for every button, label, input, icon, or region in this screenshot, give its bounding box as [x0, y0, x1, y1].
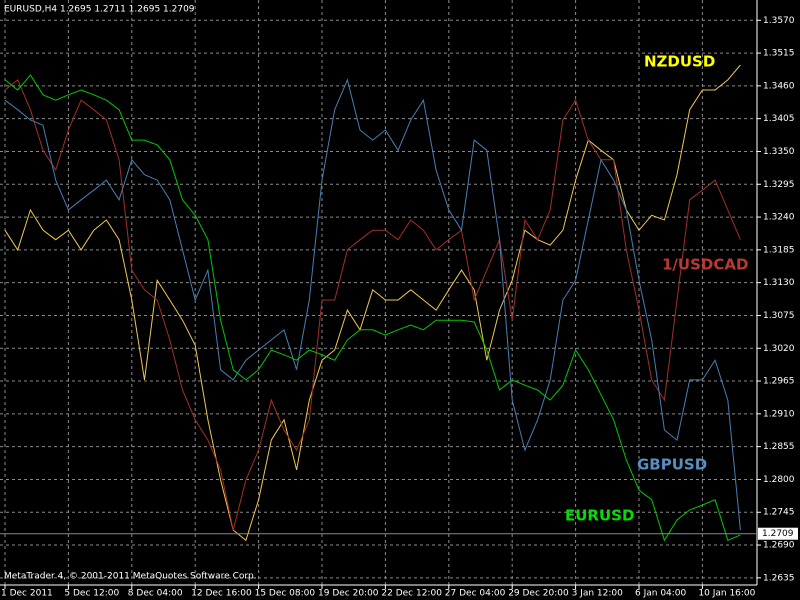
y-tick-label: 1.3350	[763, 147, 795, 157]
x-tick-label: 15 Dec 08:00	[255, 589, 316, 599]
series-line	[4, 64, 741, 542]
x-tick-label: 19 Dec 20:00	[318, 589, 379, 599]
series-name: NZDUSD	[644, 53, 715, 71]
y-tick-label: 1.3570	[763, 16, 795, 26]
y-tick-label: 1.3020	[763, 344, 795, 354]
y-tick-label: 1.3405	[763, 114, 795, 124]
x-tick-label: 8 Dec 04:00	[128, 589, 183, 599]
y-tick-label: 1.3185	[763, 245, 795, 255]
grid	[0, 0, 757, 585]
y-tick-label: 1.2800	[763, 475, 795, 485]
y-tick-label: 1.2910	[763, 409, 795, 419]
series-name: 1/USDCAD	[662, 256, 748, 274]
copyright: MetaTrader 4, © 2001-2011 MetaQuotes Sof…	[4, 572, 257, 582]
last-price-label: 1.2709	[762, 529, 794, 539]
y-tick-label: 1.3240	[763, 213, 795, 223]
series-line	[4, 78, 741, 531]
y-tick-label: 1.2965	[763, 377, 795, 387]
y-tick-label: 1.3075	[763, 311, 795, 321]
x-tick-label: 10 Jan 16:00	[698, 589, 755, 599]
y-tick-label: 1.2635	[763, 573, 795, 583]
last-price-box	[758, 527, 798, 540]
x-tick-label: 27 Dec 04:00	[445, 589, 506, 599]
y-tick-label: 1.3515	[763, 49, 795, 59]
series-name: GBPUSD	[637, 456, 707, 474]
y-tick-label: 1.2855	[763, 442, 795, 452]
x-tick-label: 6 Jan 04:00	[635, 589, 687, 599]
x-tick-label: 3 Jan 12:00	[572, 589, 624, 599]
y-tick-label: 1.2690	[763, 541, 795, 551]
series-line	[4, 74, 741, 542]
series-name: EURUSD	[565, 507, 634, 525]
x-tick-label: 22 Dec 12:00	[381, 589, 442, 599]
x-tick-label: 1 Dec 2011	[1, 589, 53, 599]
chart-header: EURUSD,H4 1.2695 1.2711 1.2695 1.2709	[4, 5, 195, 15]
lines	[4, 64, 741, 542]
x-tick-label: 5 Dec 12:00	[64, 589, 119, 599]
x-tick-label: 29 Dec 20:00	[508, 589, 569, 599]
y-tick-label: 1.3295	[763, 180, 795, 190]
y-tick-label: 1.2745	[763, 508, 795, 518]
y-tick-label: 1.3460	[763, 81, 795, 91]
x-tick-label: 12 Dec 16:00	[191, 589, 252, 599]
y-tick-label: 1.3130	[763, 278, 795, 288]
